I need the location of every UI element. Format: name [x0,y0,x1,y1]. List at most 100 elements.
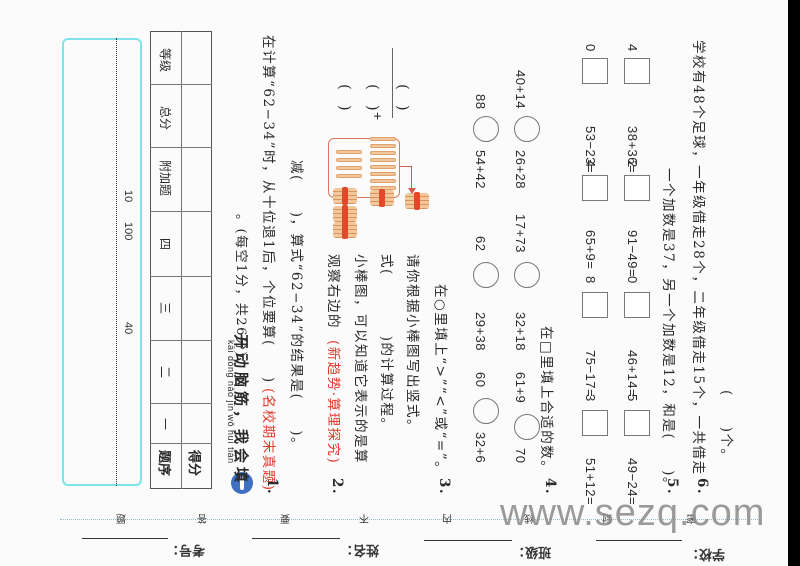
exam-number-label: 考号： [166,542,206,557]
name-field[interactable] [252,538,340,539]
q2-text-line3: 式( )的计算过程。 [378,254,394,433]
q4-text: 在□里填上合适的数。 [538,326,554,476]
table-divider [150,403,212,404]
compare-circle-input[interactable] [473,262,499,288]
seal-char: 要 [280,512,290,523]
compare-circle-input[interactable] [473,398,499,424]
stick-icon [370,172,396,176]
seal-char: 内 [442,512,452,523]
table-divider [150,84,212,85]
fill-left: 65+9= [583,230,598,270]
q2-tag: (新趋势·算理探究) [325,340,341,465]
answer-strip [62,38,142,486]
section-scoring: 。(每空1分，共26分) [233,214,248,358]
vertical-form-blank[interactable]: ( ) [336,84,354,111]
compare-left: 70 [513,448,528,464]
stick-icon [336,166,362,170]
q6-text-line1: 学校有48个足球，一年级借走28个，二年级借走15个，一共借走 [690,40,706,476]
table-header-grade: 等级 [158,48,172,73]
q1-text-line1: 在计算“62−34”时，从十位退1后，个位要算( ) [260,35,276,384]
fill-box-input[interactable] [624,175,650,201]
fill-right: 4 [625,44,640,52]
q2-text-line1: 观察右边的 [325,254,341,329]
loose-sticks-frame [328,138,400,198]
compare-circle-input[interactable] [514,414,540,440]
fill-box-input[interactable] [582,410,608,436]
compare-circle-input[interactable] [473,116,499,142]
table-divider [181,31,182,489]
fill-box-input[interactable] [582,175,608,201]
answer-divider [116,38,117,486]
stick-bundle-icon [370,189,394,207]
fill-box-input[interactable] [624,58,650,84]
fill-box-input[interactable] [582,58,608,84]
compare-left: 26+28 [513,150,528,190]
stick-icon [336,150,362,154]
answer-value: 10 [122,190,134,203]
school-field[interactable] [596,540,682,541]
fill-box-input[interactable] [582,292,608,318]
stick-bundle-icon [333,221,357,239]
scan-edge [788,0,800,566]
vertical-form-line [392,48,393,118]
table-divider [150,211,212,212]
table-header-total: 总分 [158,106,172,131]
compare-left: 54+42 [473,150,488,190]
class-field[interactable] [424,540,512,541]
compare-circle-input[interactable] [514,116,540,142]
table-header-1: 一 [158,418,172,431]
exam-number-field[interactable] [82,538,168,539]
compare-right: 62 [473,236,488,252]
answer-value: 40 [122,322,134,335]
school-label: 学校： [686,546,726,561]
stick-icon [370,137,396,141]
q2-text-line2: 小棒图，可以知道它表示的是算 [352,254,368,464]
stick-icon [370,158,396,162]
seal-char: 答 [197,512,207,523]
stick-icon [336,174,362,178]
vertical-form-plus: + [370,112,386,121]
compare-circle-input[interactable] [514,262,540,288]
stick-bundle-icon [333,187,357,205]
table-divider [150,340,212,341]
fill-right: 0 [625,276,640,284]
table-score-label: 得分 [186,450,201,477]
q6-text-line2: ( )个。 [718,390,734,464]
q5-text: 一个加数是37，另一个加数是12，和是( )。 [660,168,676,492]
answer-value: 100 [122,222,134,241]
q1-text-line2: 减( )，算式“62−34”的结果是( )。 [288,160,304,453]
fill-left: 91−49= [625,230,640,278]
compare-left: 32+6 [473,432,488,464]
name-label: 姓名： [340,542,380,557]
table-header-label: 题序 [156,450,171,477]
fill-box-input[interactable] [624,410,650,436]
section-number-one-icon [240,476,244,490]
q3-text: 在○里填上“>”“<”或“=”。 [432,284,448,477]
compare-left: 29+38 [473,312,488,352]
stick-bundle-icon [405,192,429,210]
vertical-form-blank[interactable]: ( ) [364,84,382,111]
table-header-4: 四 [158,238,172,251]
fill-box-input[interactable] [624,292,650,318]
table-header-3: 三 [158,302,172,315]
table-header-2: 二 [158,366,172,379]
fill-left: 53−23= [583,126,598,174]
vertical-form-blank[interactable]: ( ) [394,84,412,111]
stick-icon [370,151,396,155]
fill-right: 8 [583,276,598,284]
fill-left: 75−17= [583,350,598,398]
stick-icon [336,158,362,162]
stick-icon [370,179,396,183]
seal-char: 题 [116,512,126,523]
fill-left: 46+14= [625,350,640,398]
q2-text-line4: 请你根据小棒图写出竖式。 [404,254,420,434]
table-header-bonus: 附加题 [158,160,172,197]
class-label: 班级： [512,544,552,559]
q2-number: 2. [329,478,345,496]
section-number-badge [231,472,253,494]
stick-icon [370,144,396,148]
fill-right: 0 [583,44,598,52]
compare-right: 88 [473,94,488,110]
table-divider [150,276,212,277]
table-divider [150,443,212,444]
